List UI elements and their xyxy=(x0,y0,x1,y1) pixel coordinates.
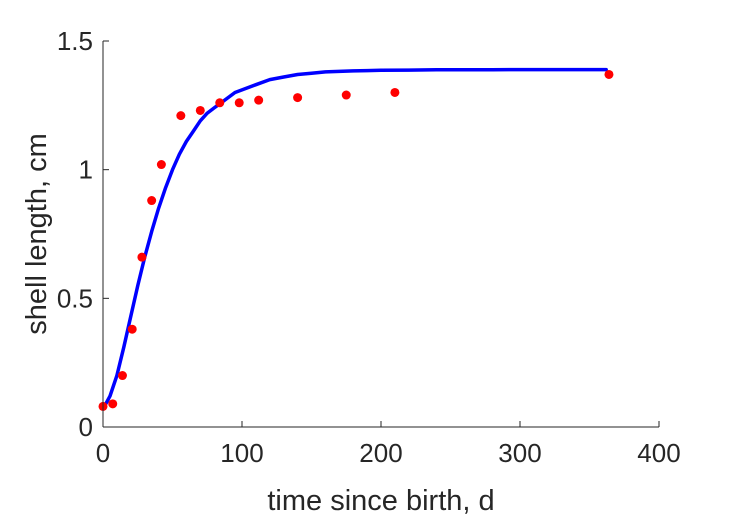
data-point xyxy=(156,160,166,170)
x-tick-label: 0 xyxy=(96,438,110,468)
data-point xyxy=(293,93,303,103)
y-tick-label: 1 xyxy=(79,155,93,185)
plot-area xyxy=(98,67,614,411)
data-point xyxy=(234,98,244,108)
x-tick-label: 400 xyxy=(637,438,680,468)
y-axis: 0 0.5 1 1.5 xyxy=(57,26,109,442)
data-point xyxy=(195,105,205,115)
data-point xyxy=(127,324,137,334)
y-tick-label: 0 xyxy=(79,412,93,442)
data-point xyxy=(341,90,351,100)
x-tick-label: 200 xyxy=(359,438,402,468)
fit-curve xyxy=(101,67,608,411)
data-point xyxy=(147,196,157,206)
data-point xyxy=(254,95,264,105)
data-point xyxy=(176,111,186,121)
data-point xyxy=(390,87,400,97)
x-tick-label: 300 xyxy=(498,438,541,468)
y-axis-title: shell length, cm xyxy=(21,133,53,335)
x-tick-label: 100 xyxy=(220,438,263,468)
data-point xyxy=(108,399,118,409)
x-axis-title: time since birth, d xyxy=(267,485,494,517)
data-point xyxy=(117,371,127,381)
y-tick-label: 1.5 xyxy=(57,26,93,56)
data-point xyxy=(215,98,225,108)
x-axis: 0 100 200 300 400 xyxy=(96,421,681,468)
data-point xyxy=(137,252,147,262)
y-tick-label: 0.5 xyxy=(57,283,93,313)
data-point xyxy=(604,69,614,79)
